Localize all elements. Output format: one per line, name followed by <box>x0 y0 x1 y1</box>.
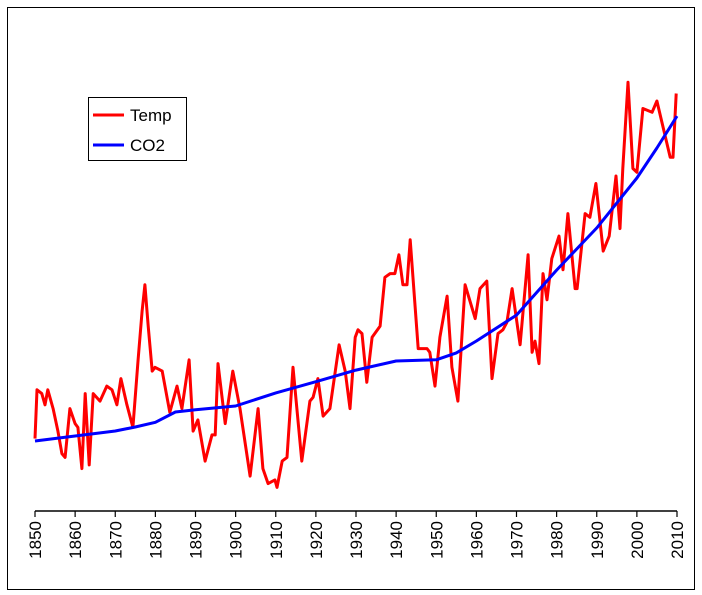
x-axis-ticks <box>34 511 678 517</box>
x-tick-label: 1970 <box>508 521 527 559</box>
x-tick-label: 1980 <box>548 521 567 559</box>
x-tick-label: 1950 <box>427 521 446 559</box>
legend-label-co2: CO2 <box>130 136 165 155</box>
x-tick-label: 1880 <box>146 521 165 559</box>
legend-box <box>88 97 187 161</box>
x-tick-label: 2000 <box>628 521 647 559</box>
legend: Temp CO2 <box>88 97 187 161</box>
x-tick-label: 1860 <box>66 521 85 559</box>
x-tick-label: 1930 <box>347 521 366 559</box>
x-tick-label: 1850 <box>26 521 45 559</box>
x-tick-label: 2010 <box>668 521 687 559</box>
series-group <box>33 80 679 489</box>
series-line-co2 <box>34 115 679 443</box>
x-tick-label: 1960 <box>467 521 486 559</box>
chart-frame <box>7 7 695 590</box>
x-axis-tick-labels: 1850 1860 1870 1880 1890 1900 1910 1920 1930 1940… <box>26 521 687 559</box>
x-tick-label: 1990 <box>588 521 607 559</box>
legend-label-temp: Temp <box>130 106 172 125</box>
x-tick-label: 1910 <box>267 521 286 559</box>
x-tick-label: 1920 <box>307 521 326 559</box>
x-tick-label: 1890 <box>187 521 206 559</box>
x-tick-label: 1870 <box>106 521 125 559</box>
x-tick-label: 1940 <box>387 521 406 559</box>
x-tick-label: 1900 <box>227 521 246 559</box>
series-line-temp <box>33 80 678 489</box>
